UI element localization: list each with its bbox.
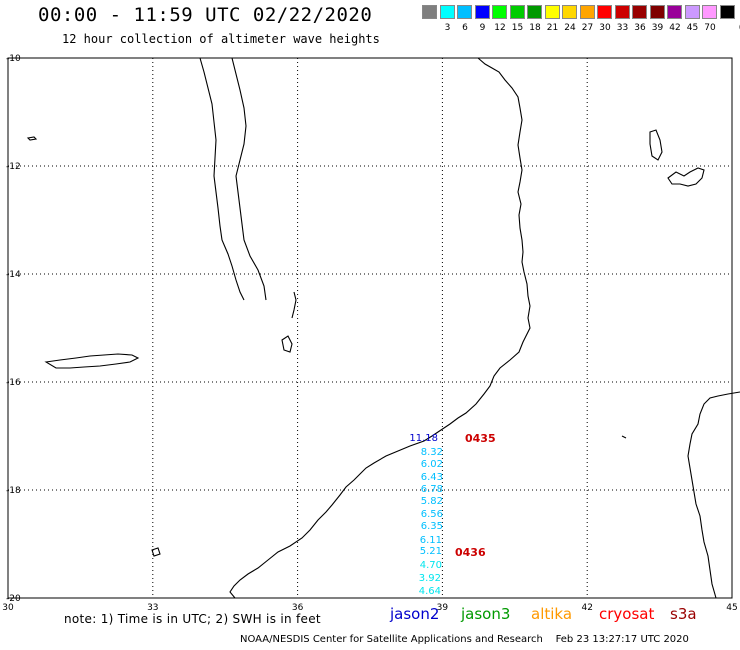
swh-reading: 6.56	[420, 509, 443, 520]
satellite-name: s3a	[670, 605, 697, 623]
credit-line: NOAA/NESDIS Center for Satellite Applica…	[240, 634, 689, 645]
page-subtitle: 12 hour collection of altimeter wave hei…	[62, 32, 380, 46]
latitude-tick-label: -10	[6, 54, 21, 64]
swh-reading: 11.18	[409, 433, 438, 444]
legend-swatch	[527, 5, 542, 19]
small-island-east	[621, 435, 627, 439]
latitude-tick-label: -12	[6, 162, 21, 172]
legend-label: 45	[686, 23, 699, 33]
latitude-tick-label: -16	[6, 378, 21, 388]
map-frame	[7, 57, 733, 599]
longitude-tick-labels: 30 33 36 39 42 45	[2, 603, 737, 610]
legend-swatch	[719, 5, 735, 19]
legend-unit: (ft)	[734, 23, 740, 33]
pass-time-label: 0436	[455, 546, 486, 559]
legend-swatch	[422, 5, 437, 19]
latitude-tick-label: -20	[6, 594, 21, 604]
longitude-tick-label: 42	[581, 603, 592, 610]
longitude-tick-label: 30	[2, 603, 14, 610]
legend-label: 12	[494, 23, 506, 33]
satellite-name: cryosat	[599, 605, 655, 623]
footnote: note: 1) Time is in UTC; 2) SWH is in fe…	[64, 612, 321, 626]
legend-label: 42	[669, 23, 681, 33]
swh-reading: 6.78	[420, 484, 443, 495]
legend-label: 3	[444, 23, 451, 33]
small-island-west	[26, 136, 38, 141]
comoros-island-1	[649, 129, 663, 161]
legend-label: 36	[634, 23, 646, 33]
legend-swatch	[562, 5, 577, 19]
legend-label: 27	[581, 23, 594, 33]
lake-malawi-shore	[199, 57, 267, 301]
legend-label: 21	[546, 23, 559, 33]
swh-reading: 4.64	[418, 586, 441, 597]
legend-swatch	[614, 5, 630, 19]
legend-label: 15	[511, 23, 524, 33]
coastline	[26, 57, 740, 599]
latitude-tick-label: -18	[6, 486, 21, 496]
swh-reading: 6.02	[420, 459, 443, 470]
legend-swatch	[632, 5, 647, 19]
longitude-tick-label: 39	[437, 603, 449, 610]
comoros-island-2	[667, 167, 705, 187]
longitude-tick-label: 45	[726, 603, 737, 610]
lat-lon-grid	[7, 57, 733, 599]
legend-label: 6	[462, 23, 468, 33]
latitude-tick-label: -14	[6, 270, 21, 280]
legend-label: 9	[479, 23, 486, 33]
swh-reading: 5.82	[420, 496, 443, 507]
lake-island-1	[281, 335, 293, 353]
legend-swatch	[492, 5, 507, 19]
wave-height-map: -10 -12 -14 -16 -18 -20 30 33 36 39 42 45	[2, 54, 740, 610]
legend-label: 39	[651, 23, 664, 33]
legend-label: 24	[564, 23, 576, 33]
legend-swatch	[457, 5, 472, 19]
inland-lake	[44, 353, 140, 369]
pass-time-label: 0435	[465, 432, 496, 445]
legend-label: 18	[529, 23, 541, 33]
legend-swatch	[597, 5, 612, 19]
latitude-tick-labels: -10 -12 -14 -16 -18 -20	[6, 54, 21, 604]
small-island-south	[151, 547, 161, 557]
legend-swatch	[439, 5, 455, 19]
swh-reading: 4.70	[419, 560, 442, 571]
africa-coastline	[229, 57, 531, 599]
madagascar-coastline	[687, 391, 740, 599]
page-title: 00:00 - 11:59 UTC 02/22/2020	[38, 4, 373, 26]
swh-reading: 6.11	[419, 535, 442, 546]
legend-swatch	[649, 5, 665, 19]
lake-island-2	[291, 291, 297, 319]
legend-label: 70	[704, 23, 716, 33]
legend-swatch	[544, 5, 560, 19]
satellite-name: jason3	[461, 605, 511, 623]
swh-reading: 6.35	[420, 521, 443, 532]
swh-reading: 6.43	[420, 472, 443, 483]
longitude-tick-label: 36	[292, 603, 304, 610]
swh-reading: 3.92	[418, 573, 441, 584]
legend-swatch	[667, 5, 682, 19]
legend-swatch	[579, 5, 595, 19]
legend-swatch	[509, 5, 525, 19]
legend-swatch	[474, 5, 490, 19]
satellite-name: jason2	[390, 605, 440, 623]
legend-swatch	[702, 5, 717, 19]
swh-reading: 5.21	[419, 546, 442, 557]
legend-label: 33	[616, 23, 629, 33]
satellite-name: altika	[531, 605, 573, 623]
swh-reading: 8.32	[420, 447, 443, 458]
longitude-tick-label: 33	[147, 603, 158, 610]
legend-swatch	[684, 5, 700, 19]
legend-label: 30	[599, 23, 611, 33]
